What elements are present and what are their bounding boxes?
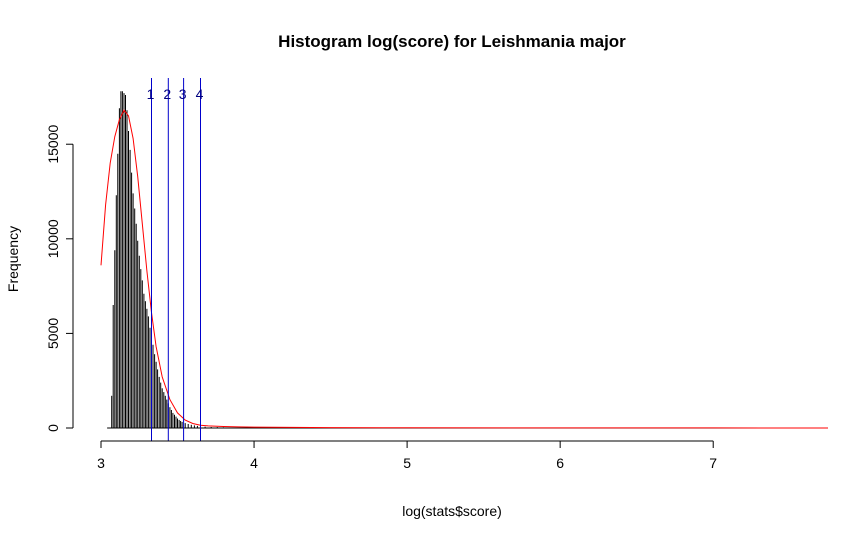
x-tick-label: 6 — [556, 455, 564, 471]
x-tick-label: 7 — [709, 455, 717, 471]
y-axis-label: Frequency — [5, 226, 21, 292]
histogram-bars — [107, 91, 828, 429]
cutoff-label: 3 — [179, 86, 187, 102]
x-axis: 3 4 5 6 7 — [97, 440, 717, 471]
y-tick-label: 10000 — [45, 219, 61, 258]
y-tick-label: 0 — [45, 424, 61, 432]
cutoff-label: 1 — [147, 86, 155, 102]
x-tick-label: 5 — [403, 455, 411, 471]
cutoff-label: 2 — [163, 86, 171, 102]
x-axis-label: log(stats$score) — [402, 503, 502, 519]
x-tick-label: 3 — [97, 455, 105, 471]
chart-title: Histogram log(score) for Leishmania majo… — [278, 32, 626, 51]
cutoff-label: 4 — [196, 86, 204, 102]
density-curve — [100, 109, 829, 429]
x-tick-label: 4 — [250, 455, 258, 471]
y-axis: 0 5000 10000 15000 — [45, 125, 74, 432]
density-curve-layer — [100, 109, 829, 429]
y-tick-label: 5000 — [45, 318, 61, 349]
y-tick-label: 15000 — [45, 125, 61, 164]
